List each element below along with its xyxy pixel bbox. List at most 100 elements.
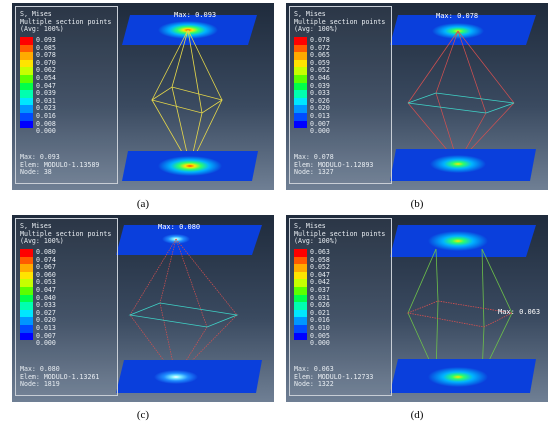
legend-row: 0.008	[20, 120, 56, 129]
legend-value: 0.059	[310, 58, 330, 67]
legend-row: 0.005	[294, 332, 330, 341]
legend-row: 0.021	[294, 308, 330, 318]
legend-row: 0.065	[294, 52, 330, 60]
legend-swatch	[294, 105, 307, 113]
legend-value: 0.013	[310, 111, 330, 120]
legend-value: 0.046	[310, 73, 330, 82]
legend-row: 0.085	[20, 43, 56, 53]
legend-swatch	[20, 105, 33, 113]
legend-row: 0.007	[20, 331, 56, 341]
legend-value: 0.007	[36, 331, 56, 340]
legend-value: 0.033	[310, 89, 330, 98]
legend-value: 0.000	[36, 127, 56, 136]
max-label: Max: 0.080	[158, 223, 201, 231]
legend-row: 0.026	[294, 97, 330, 106]
tensegrity-model	[390, 225, 536, 393]
legend-value: 0.078	[36, 51, 56, 60]
legend-swatch	[294, 44, 307, 53]
max-label: Max: 0.063	[498, 308, 541, 316]
legend-value: 0.047	[310, 270, 330, 279]
legend-swatch	[20, 52, 33, 60]
legend-header: S, Mises Multiple section points (Avg: 1…	[20, 222, 112, 246]
legend-value: 0.000	[36, 339, 56, 348]
legend-value: 0.072	[310, 43, 330, 52]
legend-swatch	[294, 90, 307, 98]
cable-network	[129, 238, 238, 378]
legend: S, Mises Multiple section points (Avg: 1…	[15, 218, 118, 396]
legend-value: 0.047	[36, 285, 56, 294]
legend-swatch	[20, 112, 33, 121]
legend-value: 0.052	[310, 66, 330, 75]
legend-row: 0.026	[294, 302, 330, 310]
legend-info: Max: 0.078 Elem: MODULO-1.12893 Node: 13…	[294, 153, 374, 177]
legend-row: 0.000	[294, 340, 330, 348]
legend-swatch	[294, 271, 307, 280]
legend-swatch	[294, 340, 307, 348]
legend-row: 0.033	[294, 90, 330, 98]
legend-row: 0.080	[20, 248, 56, 257]
color-scale: 0.093 0.085 0.078 0.070 0.062 0.054 0.047 0.039…	[20, 36, 56, 136]
cable-network	[407, 248, 513, 376]
legend-value: 0.093	[36, 36, 56, 44]
color-scale: 0.078 0.072 0.065 0.059 0.052 0.046 0.039 0.033…	[294, 36, 330, 136]
legend-value: 0.078	[310, 36, 330, 44]
legend-row: 0.027	[20, 308, 56, 318]
legend-value: 0.013	[36, 323, 56, 332]
legend-row: 0.070	[20, 59, 56, 68]
legend-value: 0.054	[36, 73, 56, 82]
panel-d: Max: 0.063 S, Mises Multiple section poi…	[286, 215, 548, 402]
strut-frame	[406, 300, 514, 328]
legend-swatch	[294, 294, 307, 303]
legend-swatch	[20, 264, 33, 272]
legend-row: 0.054	[20, 73, 56, 83]
legend-value: 0.026	[310, 301, 330, 310]
legend-swatch	[294, 128, 307, 136]
bottom-stress-spot	[428, 367, 488, 387]
legend-row: 0.033	[20, 302, 56, 310]
legend-value: 0.074	[36, 255, 56, 264]
legend: S, Mises Multiple section points (Avg: 1…	[289, 218, 392, 396]
max-label: Max: 0.093	[174, 11, 217, 19]
legend-value: 0.063	[310, 248, 330, 256]
legend-value: 0.021	[310, 308, 330, 317]
legend-value: 0.085	[36, 43, 56, 52]
legend-row: 0.039	[20, 90, 56, 98]
max-label: Max: 0.078	[436, 12, 479, 20]
legend-value: 0.060	[36, 270, 56, 279]
legend-swatch	[20, 340, 33, 348]
legend-swatch	[20, 120, 33, 129]
legend-row: 0.037	[294, 286, 330, 295]
legend-swatch	[294, 302, 307, 310]
legend: S, Mises Multiple section points (Avg: 1…	[289, 6, 392, 184]
legend-row: 0.013	[294, 111, 330, 121]
bottom-stress-spot	[154, 370, 198, 384]
legend-header: S, Mises Multiple section points (Avg: 1…	[294, 222, 386, 246]
legend-row: 0.053	[20, 279, 56, 287]
legend-swatch	[20, 59, 33, 68]
strut-frame	[128, 302, 239, 328]
legend-row: 0.052	[294, 67, 330, 75]
tensegrity-model	[122, 15, 258, 181]
caption-c: (c)	[136, 409, 150, 421]
legend-swatch	[20, 90, 33, 98]
legend-swatch	[294, 37, 307, 45]
tensegrity-model	[390, 15, 536, 181]
legend-value: 0.031	[36, 96, 56, 105]
legend-row: 0.078	[20, 52, 56, 60]
legend-row: 0.078	[294, 36, 330, 45]
legend-value: 0.052	[310, 263, 330, 272]
legend-value: 0.053	[36, 278, 56, 287]
legend-row: 0.031	[20, 96, 56, 106]
legend-row: 0.040	[20, 294, 56, 303]
legend-swatch	[20, 74, 33, 83]
legend-swatch	[20, 279, 33, 287]
legend-value: 0.065	[310, 51, 330, 60]
legend-value: 0.067	[36, 263, 56, 272]
legend-swatch	[294, 120, 307, 129]
legend-row: 0.016	[20, 112, 56, 121]
legend-swatch	[294, 286, 307, 295]
legend-row: 0.062	[20, 67, 56, 75]
legend-swatch	[20, 249, 33, 257]
legend-swatch	[20, 82, 33, 91]
legend-value: 0.027	[36, 308, 56, 317]
